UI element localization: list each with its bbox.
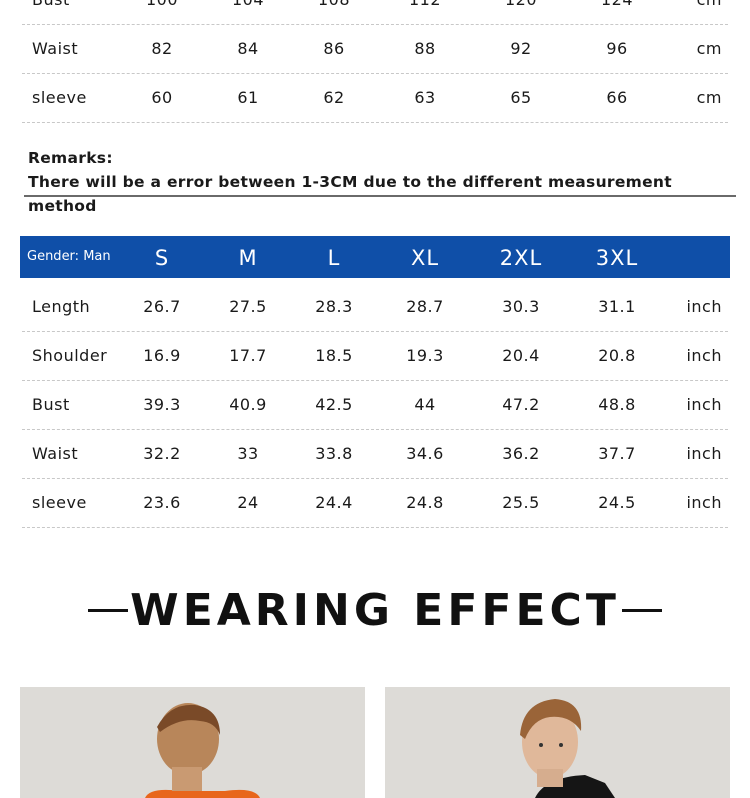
title-left-rule bbox=[88, 609, 128, 612]
table-row: Waist 32.2 33 33.8 34.6 36.2 37.7 inch bbox=[22, 430, 728, 479]
table-row: Waist 82 84 86 88 92 96 cm bbox=[22, 25, 728, 74]
unit-label: cm bbox=[696, 39, 722, 58]
table-row: Bust 100 104 108 112 120 124 cm bbox=[22, 0, 728, 25]
table-cell: 104 bbox=[232, 0, 264, 24]
table-row: Length 26.7 27.5 28.3 28.7 30.3 31.1 inch bbox=[22, 283, 728, 332]
size-header: 3XL bbox=[595, 246, 639, 270]
table-row: Shoulder 16.9 17.7 18.5 19.3 20.4 20.8 inch bbox=[22, 332, 728, 381]
unit-label: cm bbox=[696, 88, 722, 107]
title-right-rule bbox=[622, 609, 662, 612]
table-cell: 26.7 bbox=[143, 297, 181, 316]
table-cell: 18.5 bbox=[315, 346, 353, 365]
table-cell: 34.6 bbox=[406, 444, 444, 463]
table-cell: 27.5 bbox=[229, 297, 267, 316]
row-label: Bust bbox=[32, 0, 70, 24]
unit-label: inch bbox=[686, 395, 722, 414]
table-cell: 60 bbox=[151, 88, 173, 107]
table-cell: 37.7 bbox=[598, 444, 636, 463]
inch-size-table: Length 26.7 27.5 28.3 28.7 30.3 31.1 inch Should… bbox=[22, 283, 728, 528]
row-label: Waist bbox=[32, 39, 79, 58]
size-header: 2XL bbox=[499, 246, 543, 270]
table-cell: 25.5 bbox=[502, 493, 540, 512]
table-cell: 65 bbox=[510, 88, 532, 107]
table-row: sleeve 23.6 24 24.4 24.8 25.5 24.5 inch bbox=[22, 479, 728, 528]
unit-label: inch bbox=[686, 493, 722, 512]
table-cell: 40.9 bbox=[229, 395, 267, 414]
remarks-divider bbox=[24, 195, 736, 197]
table-cell: 120 bbox=[505, 0, 537, 24]
table-cell: 16.9 bbox=[143, 346, 181, 365]
remarks: Remarks: There will be a error between 1… bbox=[28, 146, 738, 218]
table-cell: 33 bbox=[237, 444, 259, 463]
table-cell: 23.6 bbox=[143, 493, 181, 512]
row-label: sleeve bbox=[32, 88, 87, 107]
table-cell: 30.3 bbox=[502, 297, 540, 316]
table-cell: 32.2 bbox=[143, 444, 181, 463]
table-cell: 20.8 bbox=[598, 346, 636, 365]
table-cell: 28.7 bbox=[406, 297, 444, 316]
size-header: XL bbox=[410, 246, 440, 270]
table-cell: 24.5 bbox=[598, 493, 636, 512]
inch-table-header: Gender: Man S M L XL 2XL 3XL bbox=[20, 236, 730, 278]
model-photo-front bbox=[385, 687, 730, 798]
table-cell: 63 bbox=[414, 88, 436, 107]
row-label: Shoulder bbox=[32, 346, 108, 365]
table-cell: 42.5 bbox=[315, 395, 353, 414]
table-cell: 100 bbox=[146, 0, 178, 24]
unit-label: inch bbox=[686, 444, 722, 463]
table-cell: 96 bbox=[606, 39, 628, 58]
table-cell: 61 bbox=[237, 88, 259, 107]
size-header: M bbox=[238, 246, 258, 270]
table-cell: 31.1 bbox=[598, 297, 636, 316]
table-cell: 24 bbox=[237, 493, 259, 512]
table-cell: 84 bbox=[237, 39, 259, 58]
unit-label: inch bbox=[686, 346, 722, 365]
table-cell: 62 bbox=[323, 88, 345, 107]
remarks-title: Remarks: bbox=[28, 149, 113, 167]
row-label: sleeve bbox=[32, 493, 87, 512]
unit-label: cm bbox=[697, 0, 722, 24]
table-cell: 47.2 bbox=[502, 395, 540, 414]
table-cell: 92 bbox=[510, 39, 532, 58]
table-cell: 88 bbox=[414, 39, 436, 58]
table-cell: 48.8 bbox=[598, 395, 636, 414]
cm-size-table: Bust 100 104 108 112 120 124 cm Waist 82 84 86 88 92 9… bbox=[22, 0, 728, 123]
table-cell: 24.8 bbox=[406, 493, 444, 512]
unit-label: inch bbox=[686, 297, 722, 316]
section-title: WEARING EFFECT bbox=[130, 585, 620, 636]
table-cell: 33.8 bbox=[315, 444, 353, 463]
remarks-text: There will be a error between 1-3CM due … bbox=[28, 173, 672, 215]
table-cell: 36.2 bbox=[502, 444, 540, 463]
table-cell: 19.3 bbox=[406, 346, 444, 365]
table-cell: 28.3 bbox=[315, 297, 353, 316]
table-cell: 82 bbox=[151, 39, 173, 58]
table-cell: 20.4 bbox=[502, 346, 540, 365]
model-photo-back bbox=[20, 687, 365, 798]
table-cell: 17.7 bbox=[229, 346, 267, 365]
table-cell: 24.4 bbox=[315, 493, 353, 512]
row-label: Bust bbox=[32, 395, 70, 414]
size-header: S bbox=[154, 246, 170, 270]
table-cell: 39.3 bbox=[143, 395, 181, 414]
table-row: sleeve 60 61 62 63 65 66 cm bbox=[22, 74, 728, 123]
table-cell: 86 bbox=[323, 39, 345, 58]
size-header: L bbox=[327, 246, 341, 270]
table-cell: 108 bbox=[318, 0, 350, 24]
row-label: Length bbox=[32, 297, 91, 316]
table-cell: 66 bbox=[606, 88, 628, 107]
table-row: Bust 39.3 40.9 42.5 44 47.2 48.8 inch bbox=[22, 381, 728, 430]
table-cell: 44 bbox=[414, 395, 436, 414]
gender-label: Gender: Man bbox=[27, 249, 111, 264]
table-cell: 124 bbox=[601, 0, 633, 24]
table-cell: 112 bbox=[409, 0, 441, 24]
row-label: Waist bbox=[32, 444, 79, 463]
wearing-effect-heading: WEARING EFFECT bbox=[0, 583, 750, 643]
